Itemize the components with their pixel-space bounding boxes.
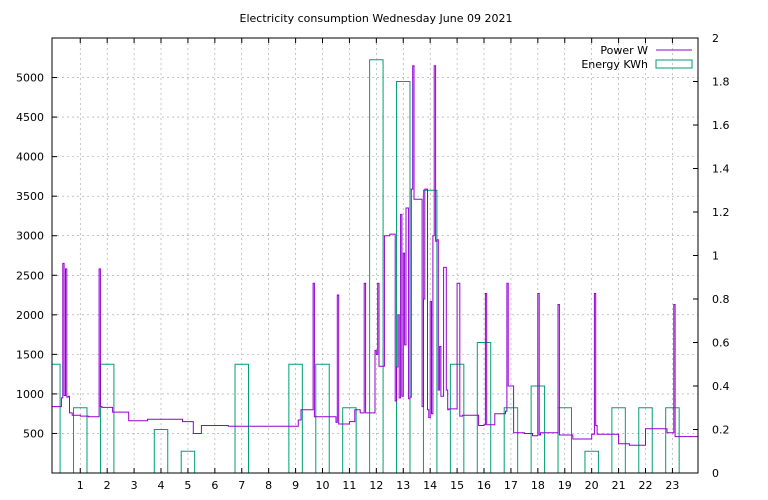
power-line (52, 65, 699, 446)
x-tick-label: 3 (131, 479, 138, 492)
y2-tick-label: 1.8 (712, 76, 730, 89)
y-tick-label: 500 (23, 427, 44, 440)
y-tick-label: 2500 (16, 269, 44, 282)
energy-bar (153, 429, 169, 474)
x-tick-label: 15 (450, 479, 464, 492)
y2-tick-label: 1.6 (712, 119, 730, 132)
y-tick-label: 4000 (16, 151, 44, 164)
energy-bar (369, 59, 384, 474)
x-tick-label: 19 (558, 479, 572, 492)
x-tick-label: 9 (292, 479, 299, 492)
y-tick-label: 3500 (16, 190, 44, 203)
y2-tick-label: 0.4 (712, 380, 730, 393)
x-tick-label: 18 (531, 479, 545, 492)
x-tick-label: 8 (265, 479, 272, 492)
legend-swatch-energy (655, 59, 693, 69)
y-tick-label: 4500 (16, 111, 44, 124)
plot-frame (51, 37, 699, 474)
y2-tick-label: 0 (712, 467, 719, 480)
legend-label-energy: Energy KWh (581, 58, 648, 71)
x-tick-label: 6 (211, 479, 218, 492)
x-tick-label: 4 (158, 479, 165, 492)
y2-tick-label: 1.4 (712, 163, 730, 176)
legend: Power W Energy KWh (581, 44, 693, 71)
x-tick-label: 7 (238, 479, 245, 492)
x-tick-label: 17 (504, 479, 518, 492)
x-tick-label: 5 (184, 479, 191, 492)
y-tick-label: 5000 (16, 72, 44, 85)
power-series-line (52, 65, 699, 446)
x-tick-label: 1 (77, 479, 84, 492)
x-tick-label: 11 (342, 479, 356, 492)
y2-tick-label: 0.2 (712, 424, 730, 437)
y2-tick-label: 1.2 (712, 206, 730, 219)
y2-tick-label: 0.6 (712, 337, 730, 350)
energy-bar (51, 363, 61, 474)
x-tick-label: 21 (612, 479, 626, 492)
y2-tick-label: 0.8 (712, 293, 730, 306)
x-tick-label: 10 (316, 479, 330, 492)
x-tick-label: 20 (585, 479, 599, 492)
y-tick-label: 1500 (16, 348, 44, 361)
y-tick-label: 3000 (16, 230, 44, 243)
x-tick-label: 14 (423, 479, 437, 492)
legend-label-power: Power W (600, 44, 648, 57)
x-tick-label: 13 (396, 479, 410, 492)
x-tick-label: 23 (665, 479, 679, 492)
y2-tick-label: 1 (712, 250, 719, 263)
x-tick-label: 12 (369, 479, 383, 492)
chart-title: Electricity consumption Wednesday June 0… (240, 12, 513, 25)
y2-tick-label: 2 (712, 32, 719, 45)
y-tick-label: 1000 (16, 388, 44, 401)
tick-labels: 1 2 3 4 5 6 7 8 9 10 11 12 13 14 15 16 17 18 19 20 21 22 23500… (16, 32, 730, 492)
x-tick-label: 22 (639, 479, 653, 492)
y-tick-label: 2000 (16, 309, 44, 322)
axes (51, 37, 699, 474)
x-tick-label: 16 (477, 479, 491, 492)
x-tick-label: 2 (104, 479, 111, 492)
